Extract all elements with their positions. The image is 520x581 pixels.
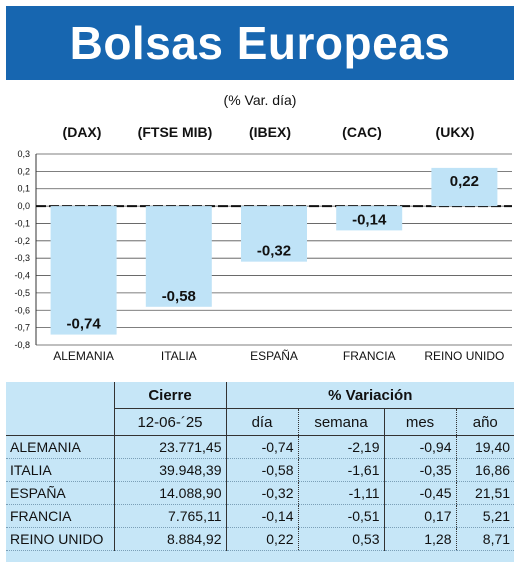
value-label: -0,32 bbox=[257, 243, 291, 260]
cell-dia: 0,22 bbox=[225, 527, 298, 551]
row-name: ITALIA bbox=[6, 458, 114, 482]
cell-mes: -0,35 bbox=[383, 458, 456, 482]
cell-semana: -1,11 bbox=[297, 481, 384, 505]
cell-cierre: 23.771,45 bbox=[113, 435, 226, 459]
cell-dia: -0,32 bbox=[225, 481, 298, 505]
bar-francia bbox=[336, 206, 403, 231]
index-label-dax: (DAX) bbox=[62, 124, 102, 140]
row-name: ESPAÑA bbox=[6, 481, 114, 505]
index-label-ftse-mib: (FTSE MIB) bbox=[137, 124, 213, 140]
value-label: -0,14 bbox=[352, 211, 387, 228]
header-variacion: % Variación bbox=[225, 382, 515, 409]
y-tick-label: -0,8 bbox=[14, 340, 30, 350]
category-label: ESPAÑA bbox=[250, 349, 298, 363]
cell-semana: -0,51 bbox=[297, 504, 384, 528]
index-label-ukx: (UKX) bbox=[435, 124, 475, 140]
value-label: -0,58 bbox=[162, 288, 196, 305]
cell-cierre: 7.765,11 bbox=[113, 504, 226, 528]
y-tick-label: -0,6 bbox=[14, 305, 30, 315]
bar-alemania bbox=[50, 206, 117, 335]
row-name: REINO UNIDO bbox=[6, 527, 114, 551]
chart-subtitle: (% Var. día) bbox=[223, 92, 297, 108]
cell-mes: 1,28 bbox=[383, 527, 456, 551]
y-tick-label: -0,4 bbox=[14, 271, 30, 281]
header-date: 12-06-´25 bbox=[113, 408, 226, 436]
title-banner: Bolsas Europeas bbox=[6, 6, 514, 80]
cell-semana: -1,61 bbox=[297, 458, 384, 482]
header-cierre: Cierre bbox=[113, 382, 226, 409]
bar-chart: 0,3 0,2 0,1 0,0 -0,1 -0,2 -0,3 -0,4 -0,5 -0,6 -0,7… bbox=[14, 149, 512, 363]
page-title: Bolsas Europeas bbox=[69, 17, 451, 69]
table-row: REINO UNIDO 8.884,92 0,22 0,53 1,28 8,71 bbox=[6, 527, 515, 551]
y-tick-label: 0,3 bbox=[17, 149, 30, 159]
y-tick-label: 0,2 bbox=[17, 166, 30, 176]
cell-dia: -0,14 bbox=[225, 504, 298, 528]
index-label-cac: (CAC) bbox=[342, 124, 382, 140]
cell-semana: -2,19 bbox=[297, 435, 384, 459]
bar-reino-unido bbox=[431, 167, 498, 207]
y-tick-label: 0,1 bbox=[17, 184, 30, 194]
table-row: ITALIA 39.948,39 -0,58 -1,61 -0,35 16,86 bbox=[6, 458, 515, 482]
category-label: FRANCIA bbox=[343, 349, 396, 363]
category-label: ITALIA bbox=[161, 349, 197, 363]
cell-mes: -0,94 bbox=[383, 435, 456, 459]
cell-cierre: 14.088,90 bbox=[113, 481, 226, 505]
header-dia: día bbox=[225, 408, 298, 436]
y-tick-label: -0,3 bbox=[14, 253, 30, 263]
header-ano: año bbox=[455, 408, 515, 436]
y-tick-label: -0,5 bbox=[14, 288, 30, 298]
cell-dia: -0,74 bbox=[225, 435, 298, 459]
row-name: FRANCIA bbox=[6, 504, 114, 528]
cell-mes: -0,45 bbox=[383, 481, 456, 505]
cell-cierre: 8.884,92 bbox=[113, 527, 226, 551]
category-label: REINO UNIDO bbox=[424, 349, 504, 363]
table-row: ALEMANIA 23.771,45 -0,74 -2,19 -0,94 19,40 bbox=[6, 435, 515, 459]
header-semana: semana bbox=[297, 408, 384, 436]
index-label-ibex: (IBEX) bbox=[249, 124, 291, 140]
bar-italia bbox=[145, 206, 212, 307]
quotes-table-panel: Cierre % Variación 12-06-´25 día semana … bbox=[6, 382, 515, 562]
cell-ano: 5,21 bbox=[455, 504, 515, 528]
category-label: ALEMANIA bbox=[53, 349, 114, 363]
table-row: ESPAÑA 14.088,90 -0,32 -1,11 -0,45 21,51 bbox=[6, 481, 515, 505]
cell-mes: 0,17 bbox=[383, 504, 456, 528]
cell-dia: -0,58 bbox=[225, 458, 298, 482]
cell-ano: 19,40 bbox=[455, 435, 515, 459]
y-tick-label: -0,1 bbox=[14, 218, 30, 228]
table-row: FRANCIA 7.765,11 -0,14 -0,51 0,17 5,21 bbox=[6, 504, 515, 528]
cell-ano: 16,86 bbox=[455, 458, 515, 482]
y-tick-label: 0,0 bbox=[17, 201, 30, 211]
bar-españa bbox=[241, 206, 307, 262]
header-mes: mes bbox=[383, 408, 456, 436]
y-tick-label: -0,2 bbox=[14, 236, 30, 246]
value-label: 0,22 bbox=[450, 173, 479, 190]
cell-ano: 21,51 bbox=[455, 481, 515, 505]
quotes-table: Cierre % Variación 12-06-´25 día semana … bbox=[6, 382, 515, 551]
y-tick-label: -0,7 bbox=[14, 323, 30, 333]
cell-semana: 0,53 bbox=[297, 527, 384, 551]
cell-cierre: 39.948,39 bbox=[113, 458, 226, 482]
value-label: -0,74 bbox=[66, 316, 101, 333]
row-name: ALEMANIA bbox=[6, 435, 114, 459]
cell-ano: 8,71 bbox=[455, 527, 515, 551]
